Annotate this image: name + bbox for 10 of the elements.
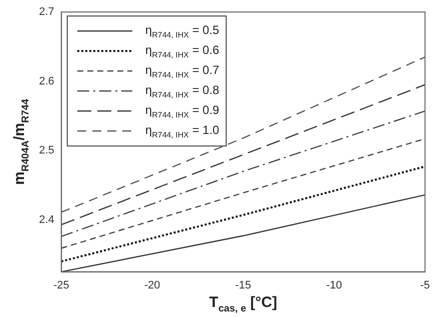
x-tick-label: -20 [144,279,160,292]
x-tick-label: -25 [53,279,70,292]
x-tick-label: -5 [420,279,430,292]
x-tick-label: -10 [326,279,342,292]
y-tick-label: 2.4 [38,214,54,226]
y-tick-label: 2.5 [38,144,54,157]
x-tick-label: -15 [235,279,252,292]
y-tick-label: 2.6 [38,75,54,88]
y-axis-title: mR404A/mR744 [11,98,32,185]
y-tick-label: 2.7 [38,6,54,18]
